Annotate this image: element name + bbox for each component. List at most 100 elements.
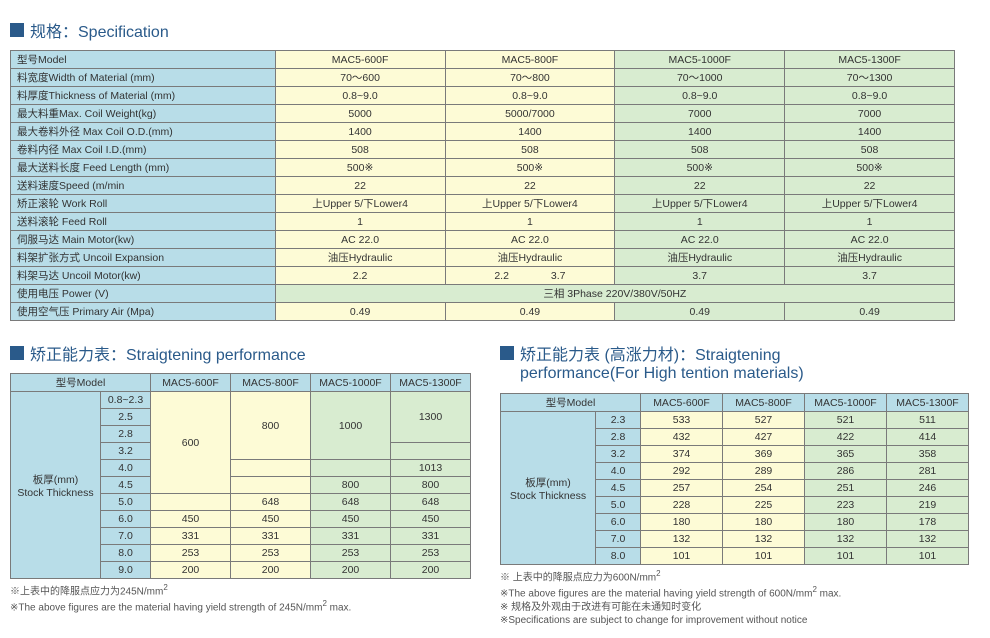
- perf-cell: 246: [887, 480, 969, 497]
- perf1-footnote: ※上表中的降服点应力为245N/mm2 ※The above figures a…: [10, 583, 475, 615]
- thickness-val: 7.0: [596, 531, 641, 548]
- thickness-label: 板厚(mm)Stock Thickness: [11, 392, 101, 579]
- perf-cell: 132: [805, 531, 887, 548]
- perf-cell: 180: [641, 514, 723, 531]
- spec-cell: 500※: [615, 159, 785, 177]
- thickness-label: 板厚(mm)Stock Thickness: [501, 412, 596, 565]
- perf-cell: 180: [805, 514, 887, 531]
- perf-cell: 228: [641, 497, 723, 514]
- perf-cell: 281: [887, 463, 969, 480]
- spec-cell: AC 22.0: [785, 231, 955, 249]
- perf-cell: 292: [641, 463, 723, 480]
- perf-cell: 450: [391, 511, 471, 528]
- perf2-footnote: ※ 上表中的降服点应力为600N/mm2 ※The above figures …: [500, 569, 976, 628]
- thickness-val: 2.8: [101, 426, 151, 443]
- perf-cell: 533: [641, 412, 723, 429]
- perf-cell: 254: [723, 480, 805, 497]
- model-header: MAC5-600F: [641, 394, 723, 412]
- perf-cell: 257: [641, 480, 723, 497]
- perf-cell: 286: [805, 463, 887, 480]
- perf-cell: 358: [887, 446, 969, 463]
- spec-row-label: 送料滚轮 Feed Roll: [11, 213, 276, 231]
- thickness-val: 8.0: [596, 548, 641, 565]
- perf-cell: 225: [723, 497, 805, 514]
- perf2-title-en: performance(For High tention materials): [520, 365, 976, 383]
- perf-cell: 374: [641, 446, 723, 463]
- air-cell: 0.49: [615, 303, 785, 321]
- perf-cell: 200: [311, 562, 391, 579]
- spec-cell: 油压Hydraulic: [615, 249, 785, 267]
- square-icon: [500, 346, 514, 360]
- spec-cell: 0.8~9.0: [445, 87, 615, 105]
- perf-cell: 414: [887, 429, 969, 446]
- spec-cell: 22: [445, 177, 615, 195]
- perf-cell: 427: [723, 429, 805, 446]
- spec-cell: 上Upper 5/下Lower4: [785, 195, 955, 213]
- perf-cell: 422: [805, 429, 887, 446]
- thickness-val: 4.5: [596, 480, 641, 497]
- perf-cell: 800: [231, 392, 311, 460]
- perf1-table: 型号ModelMAC5-600FMAC5-800FMAC5-1000FMAC5-…: [10, 373, 471, 579]
- perf-cell: 132: [723, 531, 805, 548]
- perf-cell: 1000: [311, 392, 391, 460]
- model-label: 型号Model: [11, 51, 276, 69]
- model-header: MAC5-1000F: [311, 374, 391, 392]
- perf-cell: 289: [723, 463, 805, 480]
- perf-cell: 178: [887, 514, 969, 531]
- spec-cell: 1400: [785, 123, 955, 141]
- perf-cell: 432: [641, 429, 723, 446]
- spec-cell: 1: [275, 213, 445, 231]
- perf-cell: 1013: [391, 460, 471, 477]
- perf-cell: 331: [231, 528, 311, 545]
- perf-cell: [231, 460, 311, 477]
- spec-cell: 7000: [785, 105, 955, 123]
- perf-cell: 101: [723, 548, 805, 565]
- thickness-val: 6.0: [596, 514, 641, 531]
- spec-cell: 500※: [445, 159, 615, 177]
- spec-cell: 1400: [615, 123, 785, 141]
- spec-cell: 1400: [275, 123, 445, 141]
- spec-cell: 22: [615, 177, 785, 195]
- spec-cell: 500※: [785, 159, 955, 177]
- perf-cell: 253: [231, 545, 311, 562]
- perf-cell: 521: [805, 412, 887, 429]
- air-cell: 0.49: [445, 303, 615, 321]
- perf-cell: 132: [887, 531, 969, 548]
- perf-cell: 200: [391, 562, 471, 579]
- spec-row-label: 卷料内径 Max Coil I.D.(mm): [11, 141, 276, 159]
- spec-cell: 70～1300: [785, 69, 955, 87]
- thickness-val: 2.5: [101, 409, 151, 426]
- spec-cell: 2.2 3.7: [445, 267, 615, 285]
- thickness-val: 3.2: [596, 446, 641, 463]
- power-label: 使用电压 Power (V): [11, 285, 276, 303]
- thickness-val: 4.0: [596, 463, 641, 480]
- perf-cell: 200: [231, 562, 311, 579]
- spec-cell: AC 22.0: [445, 231, 615, 249]
- spec-cell: 上Upper 5/下Lower4: [615, 195, 785, 213]
- thickness-val: 0.8~2.3: [101, 392, 151, 409]
- perf-cell: 511: [887, 412, 969, 429]
- perf-cell: 251: [805, 480, 887, 497]
- spec-cell: 5000/7000: [445, 105, 615, 123]
- spec-cell: 70～600: [275, 69, 445, 87]
- perf-cell: 200: [151, 562, 231, 579]
- model-header: MAC5-800F: [723, 394, 805, 412]
- spec-cell: 70～800: [445, 69, 615, 87]
- square-icon: [10, 346, 24, 360]
- spec-cell: 22: [785, 177, 955, 195]
- model-header: MAC5-600F: [275, 51, 445, 69]
- spec-cell: 508: [275, 141, 445, 159]
- perf1-title-text: 矫正能力表：Straigtening performance: [30, 341, 306, 365]
- spec-row-label: 最大卷料外径 Max Coil O.D.(mm): [11, 123, 276, 141]
- perf-cell: 132: [641, 531, 723, 548]
- perf-cell: 331: [391, 528, 471, 545]
- perf2-table: 型号ModelMAC5-600FMAC5-800FMAC5-1000FMAC5-…: [500, 393, 969, 565]
- spec-row-label: 矫正滚轮 Work Roll: [11, 195, 276, 213]
- thickness-val: 8.0: [101, 545, 151, 562]
- spec-cell: 1: [615, 213, 785, 231]
- spec-cell: 0.8~9.0: [785, 87, 955, 105]
- perf-cell: 180: [723, 514, 805, 531]
- spec-cell: 上Upper 5/下Lower4: [275, 195, 445, 213]
- spec-cell: AC 22.0: [615, 231, 785, 249]
- spec-cell: 7000: [615, 105, 785, 123]
